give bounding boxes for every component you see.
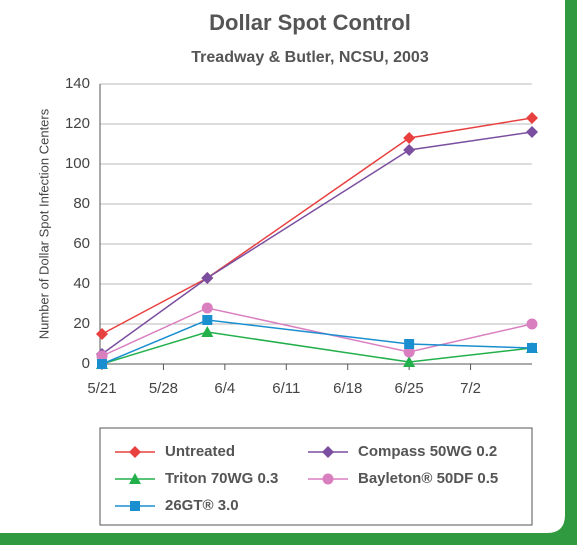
- y-tick-label: 120: [65, 115, 90, 132]
- data-point: [403, 144, 416, 156]
- series-line: [101, 131, 533, 355]
- data-point: [526, 126, 538, 138]
- series-line: [101, 307, 533, 357]
- legend-label: Compass 50WG 0.2: [358, 443, 497, 460]
- y-tick-label: 80: [73, 195, 90, 212]
- x-tick-label: 6/25: [395, 380, 424, 397]
- data-point: [403, 356, 416, 367]
- data-point: [202, 315, 213, 325]
- panel: [0, 0, 565, 533]
- x-tick-label: 5/28: [149, 380, 178, 397]
- legend-label: 26GT® 3.0: [165, 497, 239, 514]
- series-line: [101, 331, 533, 365]
- x-tick-label: 6/18: [333, 380, 362, 397]
- legend-marker: [322, 473, 334, 485]
- series-line: [101, 117, 533, 335]
- legend-marker: [129, 446, 141, 458]
- x-tick-label: 7/2: [460, 380, 481, 397]
- chart-subtitle: Treadway & Butler, NCSU, 2003: [191, 49, 429, 66]
- x-tick-label: 6/4: [214, 380, 235, 397]
- data-point: [96, 328, 108, 340]
- y-tick-label: 20: [73, 315, 90, 332]
- y-tick-label: 40: [73, 275, 90, 292]
- data-point: [201, 326, 214, 337]
- data-point: [404, 339, 415, 349]
- data-point: [527, 343, 537, 353]
- data-point: [403, 346, 415, 358]
- series-line: [101, 319, 533, 365]
- legend-label: Bayleton® 50DF 0.5: [358, 470, 498, 487]
- chart-title: Dollar Spot Control: [209, 10, 411, 35]
- data-point: [403, 132, 416, 144]
- legend-box: [99, 427, 533, 526]
- y-tick-label: 60: [73, 235, 90, 252]
- legend-label: Triton 70WG 0.3: [165, 470, 278, 487]
- legend-marker: [130, 501, 140, 511]
- data-point: [96, 350, 108, 362]
- x-tick-label: 5/21: [87, 380, 116, 397]
- data-point: [526, 318, 538, 330]
- y-axis-label: Number of Dollar Spot Infection Centers: [36, 108, 51, 339]
- y-tick-label: 0: [82, 355, 90, 372]
- data-point: [201, 302, 213, 314]
- legend-marker: [129, 473, 141, 484]
- data-point: [97, 359, 107, 369]
- x-tick-label: 6/11: [272, 380, 300, 397]
- data-point: [201, 272, 214, 284]
- data-point: [526, 112, 538, 124]
- y-tick-label: 100: [65, 155, 90, 172]
- y-tick-label: 140: [65, 75, 90, 92]
- legend-label: Untreated: [165, 443, 235, 460]
- legend-marker: [322, 446, 334, 458]
